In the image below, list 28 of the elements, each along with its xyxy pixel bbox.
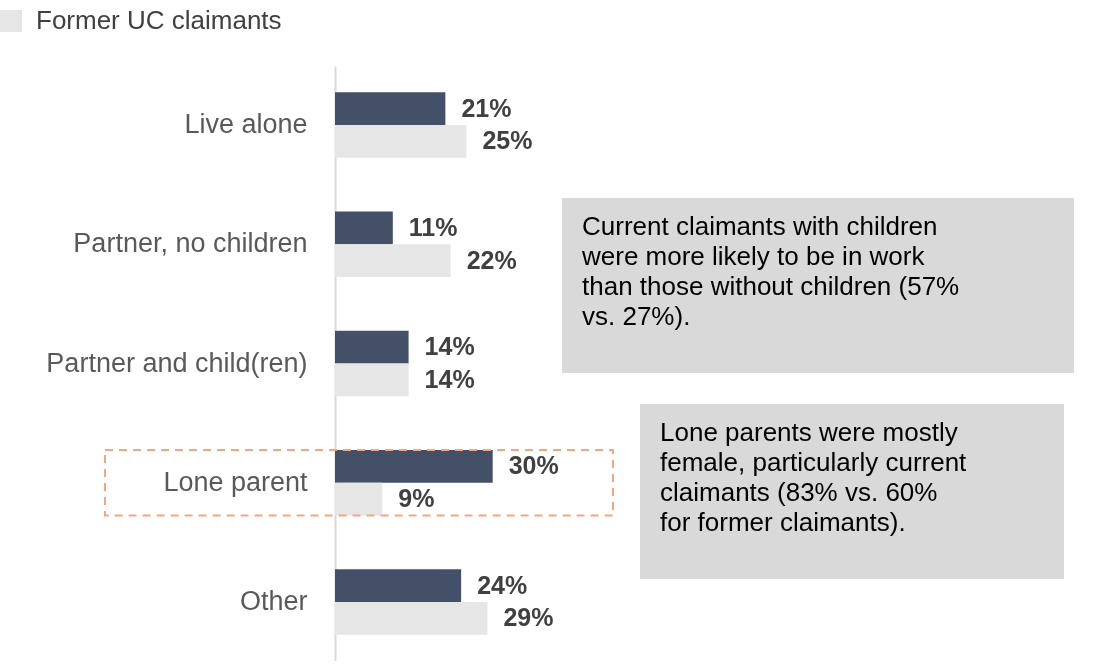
data-label: 14% [424,364,475,393]
legend-label: Former UC claimants [36,5,282,35]
y-tick-label: Partner and child(ren) [46,347,308,378]
data-label: 14% [424,332,475,361]
bar [335,482,383,516]
bar [335,363,409,397]
y-tick-label: Live alone [184,109,308,140]
text: Lone parents were mostly female, particularly current claimants (83% vs. 60% for former claimants). [660,417,968,537]
data-label: 24% [477,570,528,599]
data-label: 30% [508,451,559,480]
bar [335,330,409,364]
y-tick-label: Partner, no children [73,228,308,259]
text: Current claimants with children were more likely to be in work than those without children (57% vs. 27%). [581,211,960,331]
data-label: 11% [408,212,458,241]
bar [335,211,393,245]
bar [335,125,467,158]
bar [335,92,446,126]
bar [335,569,462,602]
data-label: 21% [461,93,512,122]
bar [335,449,493,483]
data-label: 22% [466,245,517,274]
bar [335,244,451,278]
data-label: 25% [482,126,533,155]
data-label: 9% [398,484,435,513]
data-label: 29% [503,603,554,632]
bar [335,601,488,635]
y-tick-label: Other [239,585,308,616]
y-tick-label: Lone parent [163,466,308,497]
